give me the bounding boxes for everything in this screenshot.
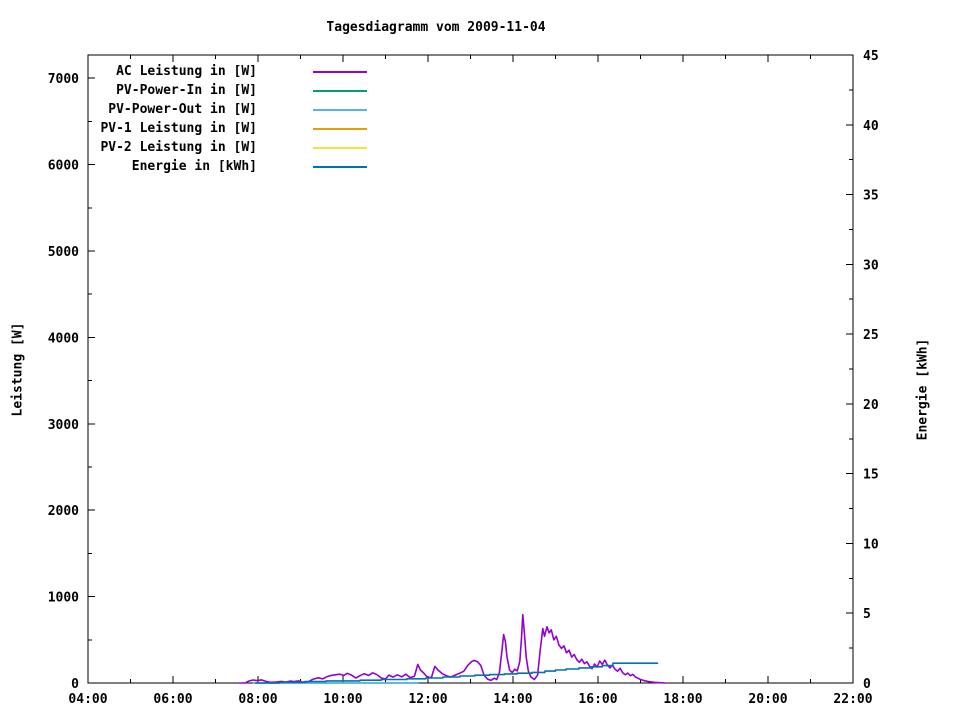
x-tick-label: 12:00 — [408, 692, 447, 707]
y-left-tick-label: 6000 — [48, 159, 79, 174]
series-line-6 — [255, 662, 659, 684]
y-right-tick-label: 40 — [863, 119, 879, 134]
y-right-tick-label: 15 — [863, 468, 879, 483]
series-line-5 — [238, 613, 666, 684]
legend-line-sample — [313, 70, 367, 73]
y-left-tick-label: 5000 — [48, 245, 79, 260]
legend-item-label: AC Leistung in [W] — [116, 64, 257, 79]
y-right-tick-label: 10 — [863, 537, 879, 552]
y-right-tick-label: 0 — [863, 677, 871, 692]
legend-line-sample — [313, 127, 367, 130]
y-left-tick-label: 2000 — [48, 504, 79, 519]
x-tick-label: 06:00 — [153, 692, 192, 707]
legend-line-sample — [313, 89, 367, 92]
y-left-tick-label: 4000 — [48, 331, 79, 346]
x-tick-label: 16:00 — [578, 692, 617, 707]
x-tick-label: 04:00 — [68, 692, 107, 707]
legend-line-sample — [313, 108, 367, 111]
x-tick-label: 08:00 — [238, 692, 277, 707]
y-right-tick-label: 45 — [863, 49, 879, 64]
x-tick-label: 18:00 — [663, 692, 702, 707]
x-tick-label: 10:00 — [323, 692, 362, 707]
x-tick-label: 22:00 — [833, 692, 872, 707]
legend-item-label: PV-Power-In in [W] — [116, 83, 257, 98]
legend-item: PV-2 Leistung in [W] — [96, 138, 367, 157]
legend-item-label: PV-1 Leistung in [W] — [100, 121, 257, 136]
x-tick-label: 20:00 — [748, 692, 787, 707]
legend-item: PV-Power-In in [W] — [96, 81, 367, 100]
legend-item-label: PV-2 Leistung in [W] — [100, 140, 257, 155]
y-right-tick-label: 35 — [863, 189, 879, 204]
y-axis-label-right: Energie [kWh] — [915, 338, 931, 441]
legend-item: Energie in [kWh] — [96, 157, 367, 176]
y-left-tick-label: 1000 — [48, 591, 79, 606]
y-left-tick-label: 3000 — [48, 418, 79, 433]
legend-item: AC Leistung in [W] — [96, 62, 367, 81]
legend-item-label: PV-Power-Out in [W] — [108, 102, 257, 117]
legend-item: PV-1 Leistung in [W] — [96, 119, 367, 138]
y-left-tick-label: 7000 — [48, 72, 79, 87]
y-right-tick-label: 5 — [863, 607, 871, 622]
y-axis-label-left: Leistung [W] — [10, 322, 26, 417]
legend-line-sample — [313, 165, 367, 168]
legend-item-label: Energie in [kWh] — [131, 159, 257, 174]
y-right-tick-label: 25 — [863, 328, 879, 343]
y-right-tick-label: 30 — [863, 258, 879, 273]
legend-line-sample — [313, 146, 367, 149]
y-left-tick-label: 0 — [71, 677, 79, 692]
legend-item: PV-Power-Out in [W] — [96, 100, 367, 119]
chart-title: Tagesdiagramm vom 2009-11-04 — [326, 20, 546, 35]
y-right-tick-label: 20 — [863, 398, 879, 413]
x-tick-label: 14:00 — [493, 692, 532, 707]
